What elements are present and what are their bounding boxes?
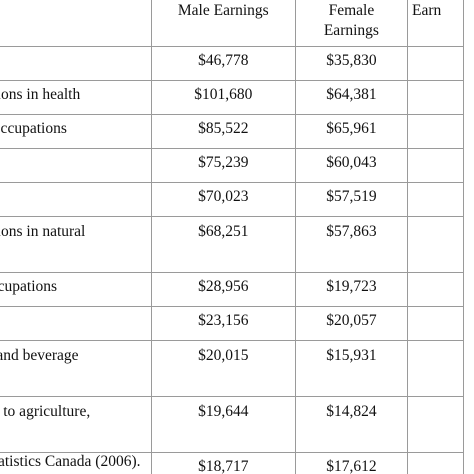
table-row: upations in natural ces $68,251 $57,863 <box>0 216 465 273</box>
male-earnings-cell: $101,680 <box>150 80 296 115</box>
header-row: Male Earnings Female Earnings Earn <box>0 0 465 47</box>
occupation-cell: upations in health <box>0 80 152 115</box>
female-earnings-cell: $20,057 <box>294 306 408 341</box>
female-earnings-cell: $17,612 <box>294 452 408 474</box>
female-earnings-cell: $57,519 <box>294 182 408 217</box>
male-earnings-cell: $68,251 <box>150 216 296 273</box>
header-male-earnings: Male Earnings <box>150 0 296 47</box>
male-earnings-cell: $19,644 <box>150 396 296 453</box>
occupation-cell: que to agriculture, rs <box>0 396 152 453</box>
male-earnings-cell: $28,956 <box>150 272 296 307</box>
female-earnings-cell: $19,723 <box>294 272 408 307</box>
male-earnings-cell: $85,522 <box>150 114 296 149</box>
table-row: upations in health $101,680 $64,381 <box>0 80 465 115</box>
earnings-gap-cell <box>406 80 465 115</box>
male-earnings-cell: $20,015 <box>150 340 296 397</box>
header-earnings-partial: Earn <box>406 0 465 47</box>
table-row: occupations $28,956 $19,723 <box>0 272 465 307</box>
occupation-cell: ers <box>0 148 152 183</box>
male-earnings-cell: $18,717 <box>150 452 296 474</box>
earnings-gap-cell <box>406 216 465 273</box>
occupation-cell <box>0 182 152 217</box>
occupation-cell <box>0 306 152 341</box>
table-row: $23,156 $20,057 <box>0 306 465 341</box>
earnings-gap-cell <box>406 452 465 474</box>
female-earnings-cell: $60,043 <box>294 148 408 183</box>
earnings-gap-cell <box>406 148 465 183</box>
male-earnings-cell: $75,239 <box>150 148 296 183</box>
male-earnings-cell: $70,023 <box>150 182 296 217</box>
earnings-gap-cell <box>406 46 465 81</box>
earnings-gap-cell <box>406 396 465 453</box>
female-earnings-cell: $14,824 <box>294 396 408 453</box>
earnings-gap-cell <box>406 340 465 397</box>
table-row: $18,717 $17,612 <box>0 452 465 474</box>
table-row: ers $75,239 $60,043 <box>0 148 465 183</box>
occupation-cell: ent occupations <box>0 114 152 149</box>
female-earnings-cell: $15,931 <box>294 340 408 397</box>
earnings-gap-cell <box>406 272 465 307</box>
table-row: $46,778 $35,830 <box>0 46 465 81</box>
male-earnings-cell: $46,778 <box>150 46 296 81</box>
occupation-cell <box>0 46 152 81</box>
source-note: atistics Canada (2006). <box>0 453 141 470</box>
female-earnings-cell: $35,830 <box>294 46 408 81</box>
female-earnings-cell: $64,381 <box>294 80 408 115</box>
male-earnings-cell: $23,156 <box>150 306 296 341</box>
occupation-cell: occupations <box>0 272 152 307</box>
earnings-gap-cell <box>406 114 465 149</box>
earnings-gap-cell <box>406 182 465 217</box>
header-occupation <box>0 0 152 47</box>
female-earnings-cell: $65,961 <box>294 114 408 149</box>
occupation-cell: upations in natural ces <box>0 216 152 273</box>
table-row: od and beverage $20,015 $15,931 <box>0 340 465 397</box>
header-female-earnings: Female Earnings <box>294 0 408 47</box>
female-earnings-cell: $57,863 <box>294 216 408 273</box>
table-row: ent occupations $85,522 $65,961 <box>0 114 465 149</box>
table-row: que to agriculture, rs $19,644 $14,824 <box>0 396 465 453</box>
earnings-gap-cell <box>406 306 465 341</box>
occupation-cell: od and beverage <box>0 340 152 397</box>
table-row: $70,023 $57,519 <box>0 182 465 217</box>
